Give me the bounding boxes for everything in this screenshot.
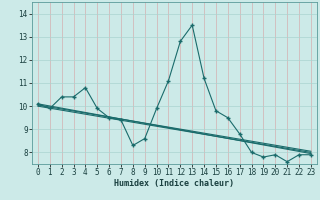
X-axis label: Humidex (Indice chaleur): Humidex (Indice chaleur): [115, 179, 234, 188]
